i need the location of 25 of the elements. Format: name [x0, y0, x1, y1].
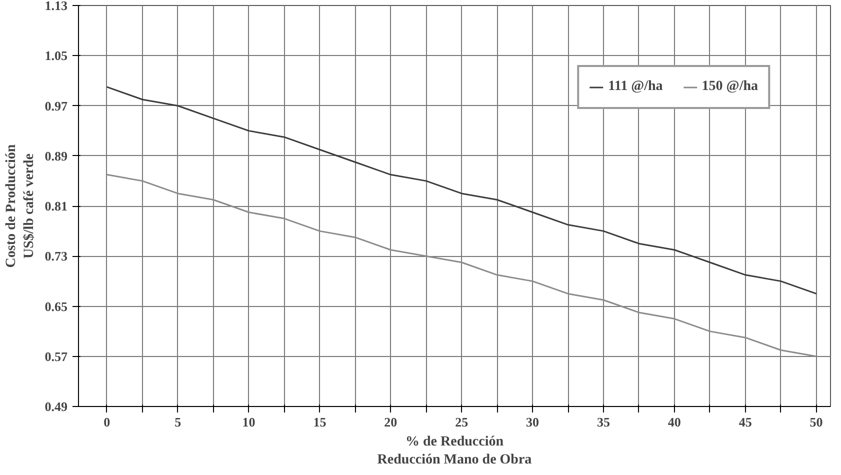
y-tick-label: 0.57 — [44, 348, 68, 364]
legend-label: 150 @/ha — [702, 79, 758, 95]
x-tick-label: 30 — [526, 414, 540, 430]
x-tick-label: 20 — [384, 414, 398, 430]
y-tick-label: 1.05 — [44, 48, 68, 64]
y-tick-label: 0.81 — [44, 198, 68, 214]
x-tick-label: 45 — [738, 414, 752, 430]
x-tick-label: 15 — [313, 414, 327, 430]
y-tick-label: 0.89 — [44, 148, 68, 164]
y-tick-label: 1.13 — [44, 0, 68, 13]
x-tick-label: 25 — [455, 414, 469, 430]
x-tick-label: 35 — [596, 414, 610, 430]
x-tick-label: 5 — [174, 414, 182, 430]
legend-label: 111 @/ha — [608, 79, 663, 95]
x-axis-title: % de Reducción Reducción Mano de Obra — [377, 434, 532, 468]
x-tick-label: 10 — [242, 414, 256, 430]
y-tick-label: 0.49 — [44, 399, 68, 414]
x-tick-label: 50 — [810, 414, 823, 430]
y-axis-title: Costo de Producción US$/lb café verde — [4, 144, 37, 268]
y-tick-label: 0.97 — [44, 98, 68, 114]
y-tick-label: 0.65 — [44, 298, 68, 314]
line-series — [106, 174, 818, 358]
y-tick-label: 0.73 — [44, 248, 68, 264]
x-tick-label: 40 — [668, 414, 681, 430]
x-tick-label: 0 — [104, 414, 110, 430]
